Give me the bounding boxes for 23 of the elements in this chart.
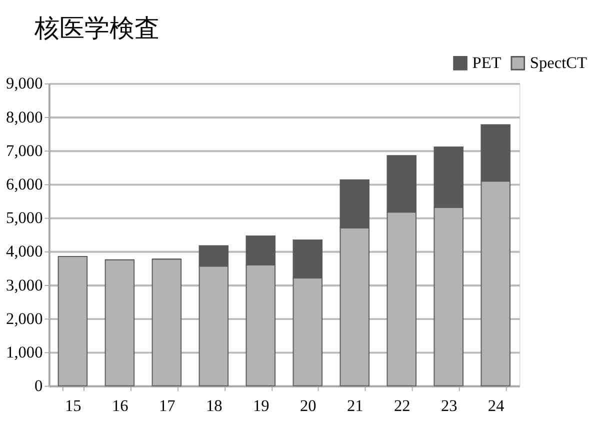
y-tick-label: 0	[34, 376, 43, 396]
x-tick-label: 19	[252, 396, 270, 416]
x-tick-label: 23	[440, 396, 458, 416]
x-tick-label: 20	[300, 396, 316, 416]
y-tick-label: 3,000	[6, 275, 43, 294]
y-tick-label: 8,000	[6, 107, 43, 126]
y-tick-label: 9,000	[6, 74, 43, 93]
y-tick-label: 1,000	[6, 342, 43, 362]
x-tick-label: 17	[159, 396, 176, 416]
x-tick-label: 15	[65, 396, 82, 416]
x-tick-label: 16	[112, 396, 128, 416]
x-tick-label: 22	[394, 396, 410, 416]
legend-label: SpectCT	[530, 52, 587, 72]
x-tick-label: 21	[346, 396, 364, 416]
x-tick-label: 24	[488, 396, 504, 416]
y-tick-label: 7,000	[6, 140, 43, 160]
y-tick-label: 5,000	[6, 208, 43, 228]
y-tick-label: 2,000	[6, 308, 43, 328]
y-tick-label: 4,000	[6, 242, 43, 261]
y-tick-label: 6,000	[6, 174, 43, 194]
legend-label: PET	[472, 52, 502, 72]
chart-title: 核医学検査	[33, 15, 160, 42]
x-tick-label: 18	[206, 396, 222, 416]
